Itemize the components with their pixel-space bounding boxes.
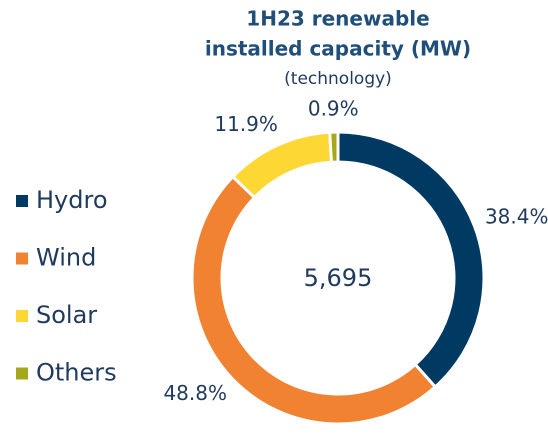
donut-segment [230, 130, 334, 200]
data-label: 48.8% [163, 381, 227, 405]
data-label: 11.9% [214, 112, 278, 136]
data-label: 0.9% [308, 97, 359, 121]
chart-subtitle: (technology) [284, 69, 392, 89]
legend-swatch [16, 252, 28, 265]
center-label: 5,695 [304, 264, 373, 292]
legend-label: Hydro [36, 186, 108, 214]
chart-title: 1H23 renewable [246, 7, 429, 31]
legend-label: Others [36, 359, 117, 387]
legend-swatch [16, 367, 28, 380]
legend-label: Wind [36, 244, 96, 272]
data-label: 38.4% [485, 205, 548, 229]
legend-swatch [16, 195, 28, 207]
chart-title: installed capacity (MW) [205, 37, 471, 61]
donut-segment [336, 130, 486, 390]
legend-label: Solar [36, 301, 97, 329]
donut-segment [190, 174, 438, 426]
legend-swatch [16, 310, 28, 322]
donut-segment [328, 130, 340, 164]
